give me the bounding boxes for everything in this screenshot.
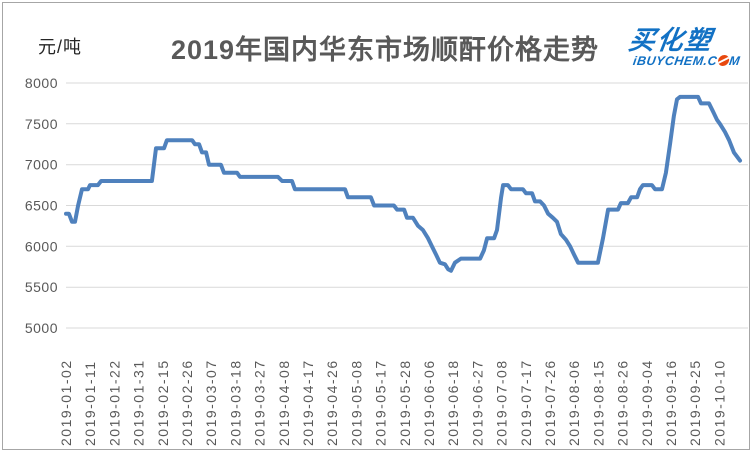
x-tick-label-2019-04-17: 2019-04-17 xyxy=(300,359,316,446)
price-series-line xyxy=(64,94,742,273)
x-tick-label-2019-05-17: 2019-05-17 xyxy=(373,359,389,446)
x-tick-label-2019-03-18: 2019-03-18 xyxy=(227,359,243,446)
x-tick-label-2019-06-18: 2019-06-18 xyxy=(445,359,461,446)
y-tick-label-6000: 6000 xyxy=(25,238,58,254)
x-tick-label-2019-01-11: 2019-01-11 xyxy=(82,360,98,446)
x-tick-label-2019-02-15: 2019-02-15 xyxy=(155,359,171,446)
x-tick-label-2019-05-08: 2019-05-08 xyxy=(348,359,364,446)
x-tick-label-2019-03-27: 2019-03-27 xyxy=(252,359,268,446)
x-tick-label-2019-09-25: 2019-09-25 xyxy=(687,359,703,446)
x-tick-label-2019-09-16: 2019-09-16 xyxy=(663,359,679,446)
x-tick-label-2019-09-04: 2019-09-04 xyxy=(639,359,655,446)
y-tick-label-7500: 7500 xyxy=(25,116,58,132)
x-tick-label-2019-06-27: 2019-06-27 xyxy=(469,359,485,446)
y-tick-label-5000: 5000 xyxy=(25,320,58,336)
x-tick-label-2019-07-17: 2019-07-17 xyxy=(518,359,534,446)
x-tick-label-2019-05-28: 2019-05-28 xyxy=(397,359,413,446)
x-tick-label-2019-08-06: 2019-08-06 xyxy=(566,359,582,446)
x-tick-label-2019-07-08: 2019-07-08 xyxy=(494,359,510,446)
x-tick-label-2019-03-07: 2019-03-07 xyxy=(203,359,219,446)
x-tick-label-2019-04-26: 2019-04-26 xyxy=(324,359,340,446)
x-tick-label-2019-01-02: 2019-01-02 xyxy=(58,359,74,446)
x-tick-label-2019-06-06: 2019-06-06 xyxy=(421,359,437,446)
y-tick-label-8000: 8000 xyxy=(25,75,58,91)
chart-title: 2019年国内华东市场顺酐价格走势 xyxy=(170,35,600,65)
y-axis-unit-label: 元/吨 xyxy=(38,37,83,57)
x-tick-label-2019-07-26: 2019-07-26 xyxy=(542,359,558,446)
x-tick-label-2019-01-22: 2019-01-22 xyxy=(106,359,122,446)
x-tick-label-2019-08-15: 2019-08-15 xyxy=(590,359,606,446)
x-tick-label-2019-10-10: 2019-10-10 xyxy=(711,359,727,446)
x-tick-label-2019-02-26: 2019-02-26 xyxy=(179,359,195,446)
y-tick-label-7000: 7000 xyxy=(25,157,58,173)
y-tick-label-5500: 5500 xyxy=(25,279,58,295)
y-tick-label-6500: 6500 xyxy=(25,198,58,214)
x-tick-label-2019-04-08: 2019-04-08 xyxy=(276,359,292,446)
x-tick-label-2019-01-31: 2019-01-31 xyxy=(131,359,147,446)
x-tick-label-2019-08-26: 2019-08-26 xyxy=(615,359,631,446)
